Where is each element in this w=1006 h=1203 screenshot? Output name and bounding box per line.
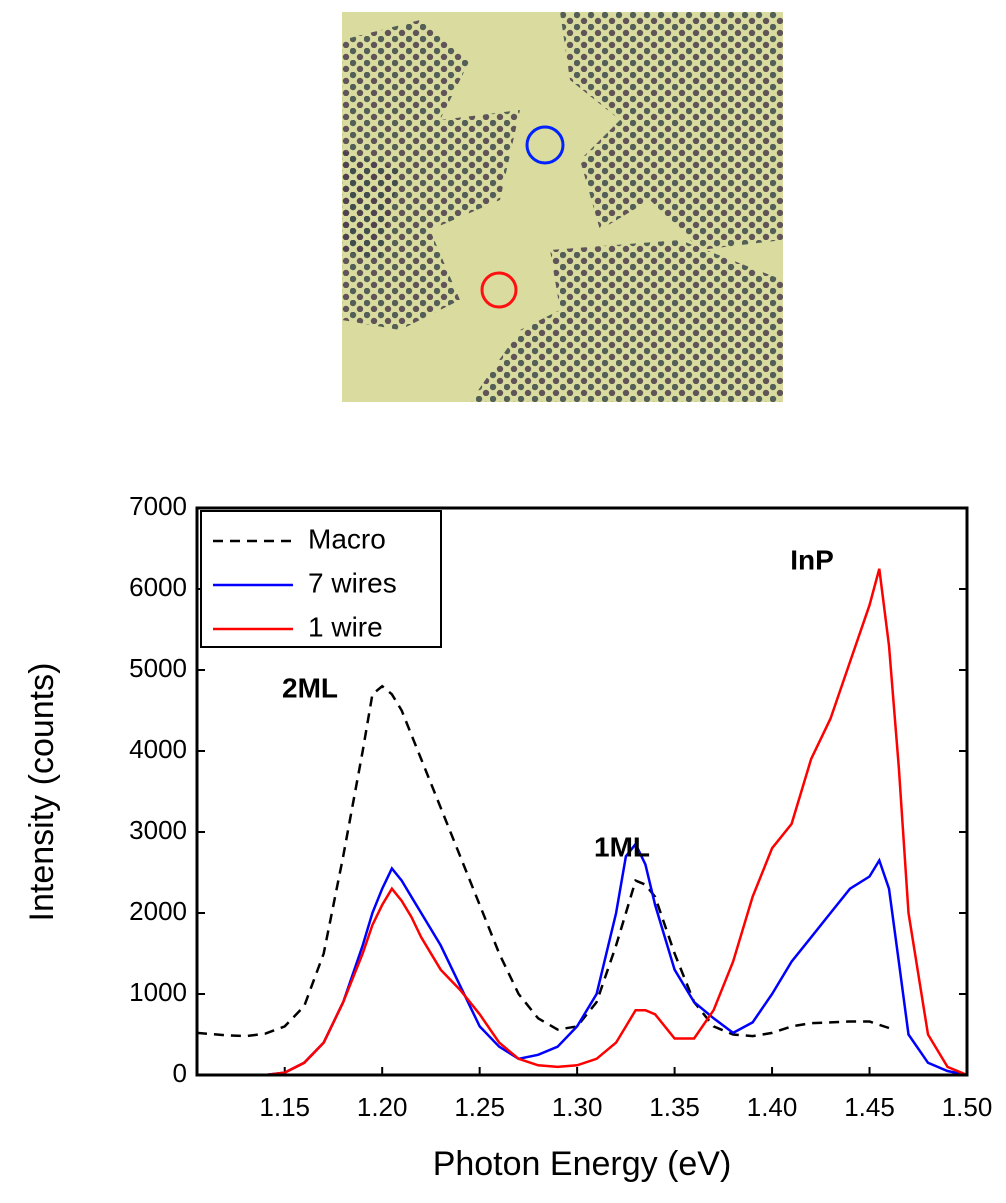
micrograph bbox=[342, 12, 783, 402]
x-tick-label: 1.20 bbox=[357, 1092, 408, 1122]
y-axis-label: Intensity (counts) bbox=[23, 663, 61, 922]
y-tick-label: 7000 bbox=[129, 491, 187, 521]
y-tick-label: 4000 bbox=[129, 734, 187, 764]
legend-box bbox=[200, 510, 442, 648]
annotation: 1ML bbox=[594, 831, 650, 862]
x-tick-label: 1.30 bbox=[552, 1092, 603, 1122]
y-tick-label: 5000 bbox=[129, 653, 187, 683]
series-line bbox=[197, 684, 890, 1038]
x-tick-label: 1.15 bbox=[259, 1092, 310, 1122]
legend-label: Macro bbox=[308, 523, 386, 554]
x-tick-label: 1.25 bbox=[454, 1092, 505, 1122]
annotation: InP bbox=[790, 544, 834, 575]
x-tick-label: 1.40 bbox=[747, 1092, 798, 1122]
y-tick-label: 0 bbox=[173, 1058, 187, 1088]
x-tick-label: 1.50 bbox=[942, 1092, 993, 1122]
y-tick-label: 3000 bbox=[129, 815, 187, 845]
series-line bbox=[197, 841, 967, 1075]
x-axis-label: Photon Energy (eV) bbox=[433, 1145, 732, 1183]
y-tick-label: 6000 bbox=[129, 572, 187, 602]
chart: Photon Energy (eV) Intensity (counts) bbox=[23, 663, 731, 1183]
plot-frame bbox=[195, 506, 969, 1077]
legend-label: 7 wires bbox=[308, 567, 397, 598]
y-tick-label: 1000 bbox=[129, 977, 187, 1007]
x-tick-label: 1.45 bbox=[844, 1092, 895, 1122]
x-tick-label: 1.35 bbox=[649, 1092, 700, 1122]
y-tick-label: 2000 bbox=[129, 896, 187, 926]
series-line bbox=[197, 568, 967, 1075]
annotation: 2ML bbox=[282, 672, 338, 703]
legend-label: 1 wire bbox=[308, 611, 383, 642]
